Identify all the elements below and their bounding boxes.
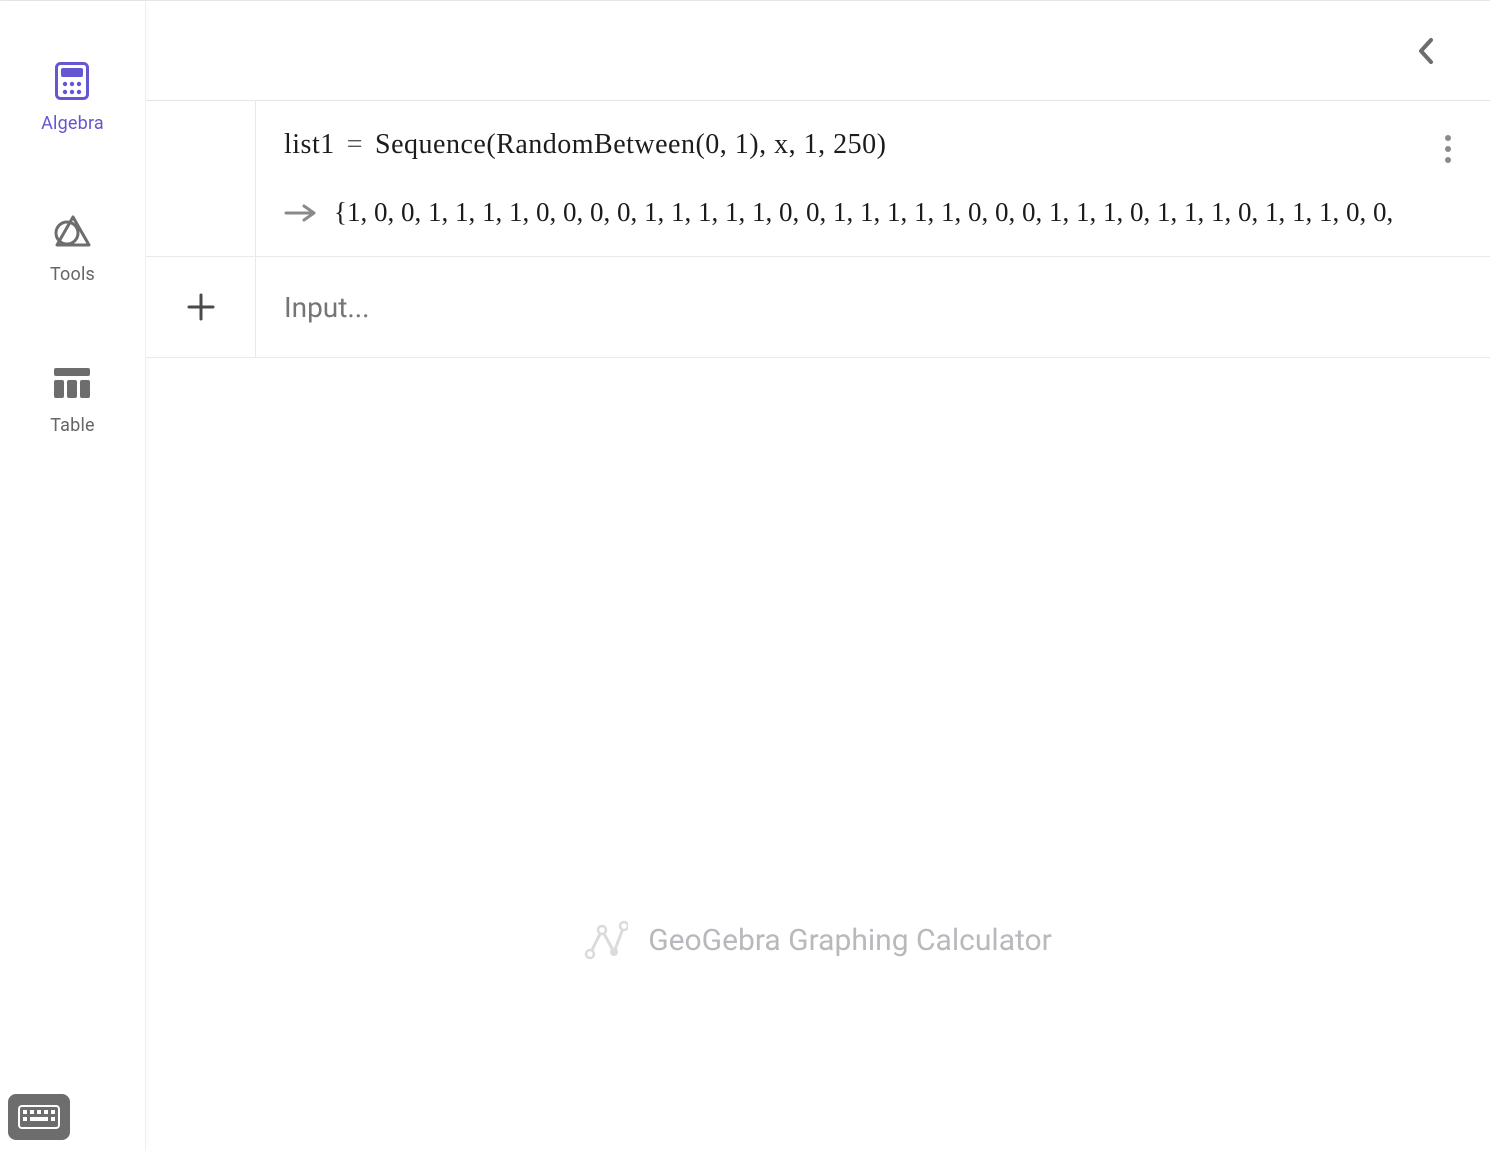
sidebar-item-algebra[interactable]: Algebra bbox=[41, 61, 104, 134]
tools-icon bbox=[52, 212, 92, 252]
sidebar-item-label: Algebra bbox=[41, 113, 104, 134]
row-content bbox=[256, 257, 1490, 357]
algebra-rows: list1=Sequence(RandomBetween(0, 1), x, 1… bbox=[146, 101, 1490, 1150]
expression[interactable]: list1=Sequence(RandomBetween(0, 1), x, 1… bbox=[284, 129, 1462, 161]
result-value: {1, 0, 0, 1, 1, 1, 1, 0, 0, 0, 0, 1, 1, … bbox=[334, 197, 1393, 228]
equals-sign: = bbox=[335, 129, 375, 160]
main-panel: list1=Sequence(RandomBetween(0, 1), x, 1… bbox=[146, 1, 1490, 1150]
sidebar-item-label: Tools bbox=[50, 264, 95, 285]
chevron-left-icon bbox=[1416, 36, 1436, 66]
geogebra-logo-icon bbox=[584, 918, 628, 962]
expression-input[interactable] bbox=[284, 291, 1462, 324]
expr-body: Sequence(RandomBetween(0, 1), x, 1, 250) bbox=[375, 129, 886, 160]
result-line: {1, 0, 0, 1, 1, 1, 1, 0, 0, 0, 0, 1, 1, … bbox=[284, 197, 1462, 228]
calculator-icon bbox=[52, 61, 92, 101]
row-menu-button[interactable] bbox=[1434, 131, 1462, 167]
algebra-row[interactable]: list1=Sequence(RandomBetween(0, 1), x, 1… bbox=[146, 101, 1490, 257]
header-bar bbox=[146, 1, 1490, 101]
arrow-right-icon bbox=[284, 203, 318, 223]
sidebar-item-tools[interactable]: Tools bbox=[50, 212, 95, 285]
keyboard-toggle[interactable] bbox=[8, 1094, 70, 1140]
row-gutter[interactable] bbox=[146, 101, 256, 256]
watermark-text: GeoGebra Graphing Calculator bbox=[648, 923, 1052, 958]
table-icon bbox=[52, 363, 92, 403]
row-content: list1=Sequence(RandomBetween(0, 1), x, 1… bbox=[256, 101, 1490, 256]
sidebar-item-label: Table bbox=[50, 415, 95, 436]
row-gutter bbox=[146, 257, 256, 357]
input-row[interactable] bbox=[146, 257, 1490, 358]
keyboard-icon bbox=[18, 1105, 60, 1129]
sidebar-item-table[interactable]: Table bbox=[50, 363, 95, 436]
watermark: GeoGebra Graphing Calculator bbox=[146, 918, 1490, 962]
kebab-icon bbox=[1444, 134, 1452, 164]
plus-icon[interactable] bbox=[186, 292, 216, 322]
collapse-button[interactable] bbox=[1406, 31, 1446, 71]
sidebar: Algebra Tools Table bbox=[0, 1, 146, 1150]
expr-var: list1 bbox=[284, 129, 335, 160]
app-root: Algebra Tools Table bbox=[0, 0, 1490, 1150]
